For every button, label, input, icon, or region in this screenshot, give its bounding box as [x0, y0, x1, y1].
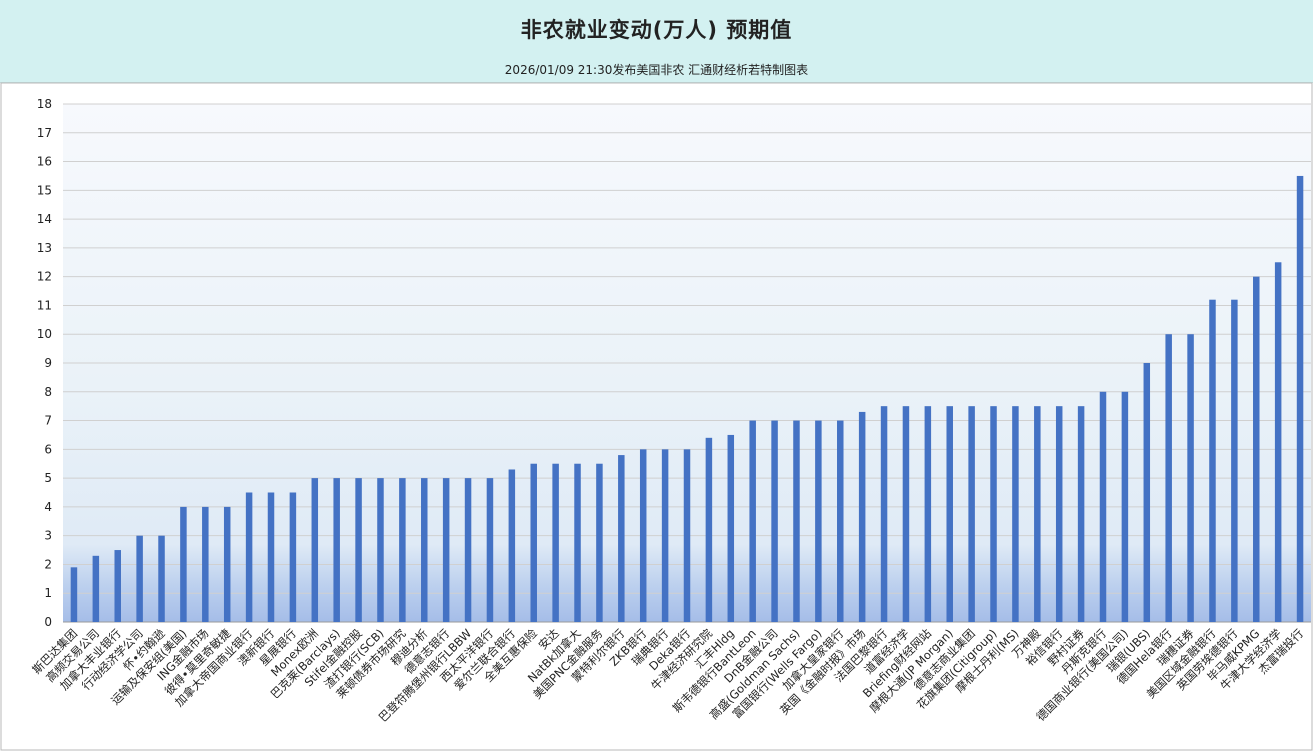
y-tick-label: 14	[37, 212, 52, 226]
y-tick-label: 9	[44, 356, 52, 370]
bar	[311, 478, 319, 622]
y-tick-label: 17	[37, 126, 52, 140]
bar	[1231, 299, 1238, 622]
bar	[1143, 363, 1151, 622]
bar	[1209, 299, 1216, 622]
bar	[596, 463, 603, 622]
bar	[639, 449, 647, 622]
bar	[793, 420, 800, 622]
y-tick-label: 16	[37, 155, 52, 169]
y-tick-label: 3	[44, 529, 52, 543]
bar	[289, 492, 297, 622]
bar	[815, 420, 822, 622]
bar	[442, 478, 450, 622]
bar	[858, 411, 866, 622]
chart-subtitle: 2026/01/09 21:30发布美国非农 汇通财经析若特制图表	[504, 63, 809, 77]
bar	[1187, 334, 1194, 622]
bars	[70, 175, 1304, 622]
y-tick-label: 8	[44, 385, 52, 399]
y-tick-label: 2	[44, 557, 52, 571]
bar	[661, 449, 669, 622]
bar	[1165, 334, 1172, 622]
bar	[968, 406, 975, 622]
bar	[683, 449, 691, 622]
bar	[530, 463, 537, 622]
bar	[1099, 391, 1107, 622]
bar	[333, 478, 340, 622]
y-tick-label: 13	[37, 241, 52, 255]
bar	[245, 492, 253, 622]
bar	[114, 550, 121, 622]
bar	[421, 478, 428, 622]
bar	[552, 463, 559, 622]
y-tick-label: 15	[37, 183, 52, 197]
y-tick-label: 1	[44, 586, 52, 600]
bar	[1077, 406, 1085, 622]
y-tick-label: 7	[44, 414, 52, 428]
bar	[705, 437, 713, 622]
bar	[1034, 406, 1041, 622]
y-tick-label: 18	[37, 97, 52, 111]
bar	[202, 506, 209, 622]
bar	[377, 478, 384, 622]
y-tick-label: 0	[44, 615, 52, 629]
chart-header: 非农就业变动(万人) 预期值 2026/01/09 21:30发布美国非农 汇通…	[0, 0, 1313, 83]
y-tick-label: 5	[44, 471, 52, 485]
bar	[92, 555, 100, 622]
chart-area: 0 1 2 3 4 5 6 7 8 9 10 11 12 13 14 15 16 17 18 斯巴达集团 高频交易公司…	[0, 82, 1313, 751]
bar	[158, 535, 165, 622]
bar	[837, 420, 844, 622]
bar	[508, 469, 516, 622]
chart-title: 非农就业变动(万人) 预期值	[520, 18, 793, 42]
bar	[1012, 406, 1019, 622]
bar	[1296, 175, 1304, 622]
bar	[618, 455, 625, 622]
bar	[771, 420, 778, 622]
bar	[464, 478, 472, 622]
bar	[902, 406, 910, 622]
bar	[399, 478, 406, 622]
bar	[180, 506, 187, 622]
bar	[990, 406, 997, 622]
bar	[924, 406, 932, 622]
y-tick-label: 6	[44, 442, 52, 456]
bar	[486, 478, 494, 622]
bar	[946, 406, 953, 622]
y-tick-label: 12	[37, 270, 52, 284]
bar	[70, 567, 78, 622]
y-tick-label: 4	[44, 500, 52, 514]
y-tick-label: 10	[37, 327, 52, 341]
bar	[1274, 262, 1282, 622]
bar	[880, 406, 888, 622]
bar	[223, 506, 231, 622]
bar	[267, 492, 275, 622]
y-tick-label: 11	[37, 298, 52, 312]
bar	[355, 478, 362, 622]
bar	[136, 535, 143, 622]
bar	[1121, 391, 1129, 622]
bar	[1055, 406, 1063, 622]
bar	[1253, 276, 1260, 622]
bar	[749, 420, 756, 622]
bar	[574, 463, 581, 622]
bar	[727, 434, 735, 622]
